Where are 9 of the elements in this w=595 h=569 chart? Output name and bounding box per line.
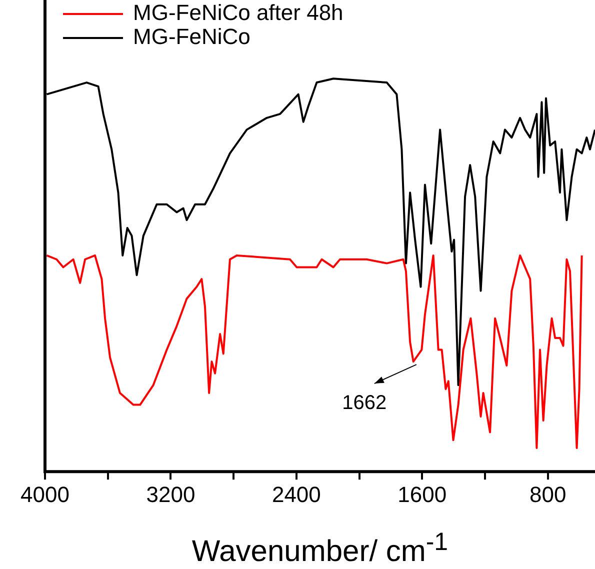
x-tick-label: 1600 xyxy=(398,482,447,507)
x-tick-label: 4000 xyxy=(20,482,70,507)
x-tick-label: 2400 xyxy=(272,482,321,507)
legend-label: MG-FeNiCo after 48h xyxy=(133,0,344,26)
x-axis-title: Wavenumber/ cm$^{-1}$ xyxy=(190,528,450,569)
x-tick-label: 800 xyxy=(530,482,566,507)
x-tick-label: 3200 xyxy=(146,482,196,507)
annotation: 1662 xyxy=(342,392,387,414)
legend-label: MG-FeNiCo xyxy=(133,24,250,50)
